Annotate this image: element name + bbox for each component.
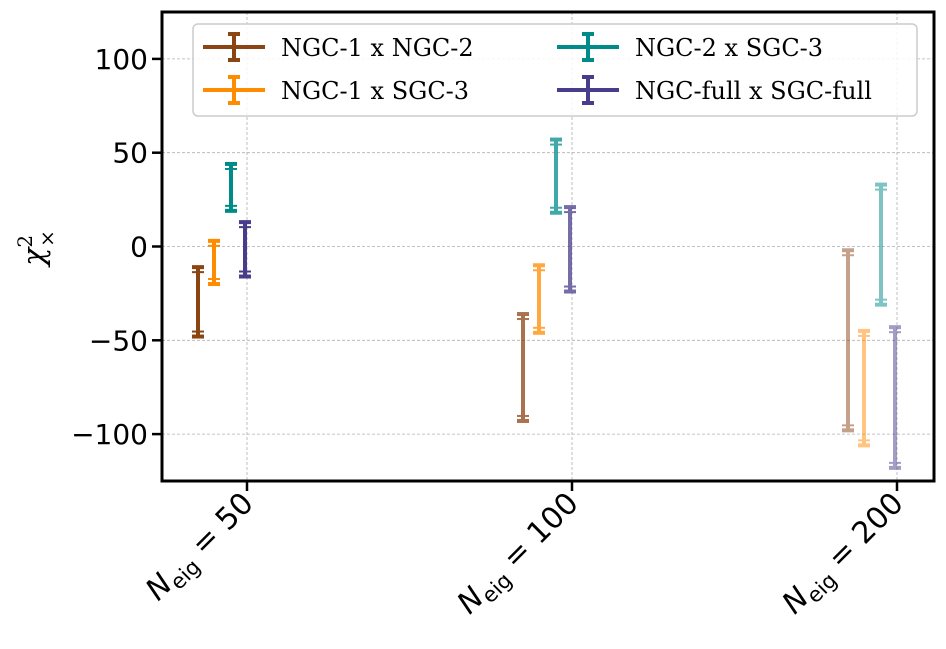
x-tick-label: Neig = 50	[139, 486, 263, 610]
legend-label: NGC-2 x SGC-3	[635, 34, 823, 62]
error-bar	[517, 312, 529, 423]
legend-box	[192, 23, 918, 117]
error-bar	[564, 205, 576, 294]
y-axis-ticks: 100 50 0 −50 −100	[71, 43, 162, 451]
legend-label: NGC-1 x SGC-3	[281, 77, 469, 105]
y-tick-label: −100	[71, 418, 148, 451]
y-tick-label: 100	[95, 43, 148, 76]
error-bar	[239, 220, 251, 279]
legend-entry: NGC-2 x SGC-3	[557, 32, 823, 62]
error-bar	[533, 263, 545, 335]
legend-label: NGC-1 x NGC-2	[281, 34, 474, 62]
y-axis-label: χ2×	[13, 230, 59, 268]
legend-entry: NGC-full x SGC-full	[557, 75, 872, 105]
error-bar	[875, 182, 887, 307]
x-tick-label: Neig = 100	[451, 486, 589, 624]
legend-entry: NGC-1 x NGC-2	[203, 32, 474, 62]
y-tick-label: −50	[89, 324, 148, 357]
y-tick-label: 50	[112, 137, 148, 170]
error-bar	[192, 265, 204, 339]
x-tick-label: Neig = 200	[776, 486, 914, 624]
y-tick-label: 0	[130, 231, 148, 264]
error-bar	[842, 248, 854, 433]
error-bar	[550, 137, 562, 215]
error-bar	[225, 161, 237, 213]
error-bar	[889, 325, 901, 470]
legend: NGC-1 x NGC-2 NGC-1 x SGC-3 NGC-2 x SGC-3 N…	[192, 23, 918, 117]
error-bar	[208, 238, 220, 287]
error-bars	[192, 137, 901, 470]
legend-label: NGC-full x SGC-full	[635, 77, 872, 105]
x-axis-ticks: Neig = 50 Neig = 100 Neig = 200	[139, 481, 914, 624]
error-bar	[858, 328, 870, 448]
legend-entry: NGC-1 x SGC-3	[203, 75, 469, 105]
